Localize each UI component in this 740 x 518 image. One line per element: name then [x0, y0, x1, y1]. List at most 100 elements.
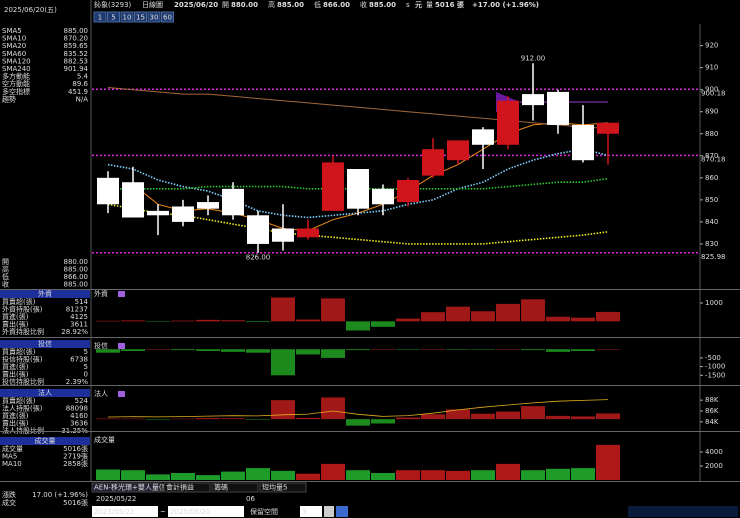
- date-input[interactable]: [92, 506, 158, 517]
- sidebar-date: 2025/06/20(五): [4, 6, 57, 14]
- bar: [546, 415, 570, 420]
- y-tick-label: 900: [705, 86, 718, 94]
- bar: [96, 349, 120, 353]
- bar: [571, 416, 595, 420]
- candle-body: [422, 149, 444, 176]
- bar: [521, 349, 545, 351]
- section-row-name: 賣出(張): [2, 370, 29, 379]
- field-name: 低: [314, 0, 321, 9]
- section-row-value: 88098: [66, 405, 88, 413]
- toolbar-icons[interactable]: [628, 506, 738, 517]
- bar: [321, 397, 345, 420]
- volume-bar: [571, 468, 595, 480]
- section-row-value: 514: [75, 298, 89, 306]
- field-name: 開: [222, 1, 229, 9]
- field-value: 5016 張: [435, 0, 465, 9]
- tab[interactable]: [91, 482, 163, 493]
- volume-bar: [96, 469, 120, 480]
- period-button[interactable]: [134, 11, 147, 23]
- section-row-value: 4125: [70, 313, 88, 321]
- tab[interactable]: [163, 482, 211, 493]
- ma-value: 882.53: [64, 57, 89, 65]
- bar: [546, 349, 570, 352]
- ma-name: SMA60: [2, 50, 26, 58]
- bar: [371, 321, 395, 327]
- bar: [596, 349, 620, 350]
- bar: [271, 400, 295, 420]
- section-row-name: 成交量: [2, 444, 23, 453]
- panel-icon[interactable]: [118, 343, 125, 349]
- section-row-value: 81237: [66, 306, 88, 314]
- bar: [346, 349, 370, 351]
- ma-line: [132, 122, 609, 232]
- period-button[interactable]: [161, 11, 174, 23]
- period-button-label: 30: [150, 14, 159, 22]
- quote-value: 885.00: [64, 266, 89, 274]
- period-button[interactable]: [93, 11, 107, 23]
- bar: [196, 319, 220, 322]
- section-header: [0, 340, 90, 348]
- ma-line: [107, 87, 609, 129]
- tab[interactable]: [211, 482, 259, 493]
- period-button-label: 15: [136, 14, 145, 22]
- bar: [121, 320, 145, 322]
- end-date: 2025/06/20: [170, 508, 210, 516]
- reserve-input[interactable]: [300, 506, 322, 517]
- section-row-name: 法人持股(張): [2, 404, 43, 413]
- y-tick-label: 860: [705, 174, 718, 182]
- quote-value: 885.00: [64, 281, 89, 289]
- candle-body: [372, 188, 394, 205]
- bar: [521, 299, 545, 322]
- period-button[interactable]: [107, 11, 120, 23]
- volume-bar: [196, 475, 220, 480]
- indicator-name: 趨勢: [2, 94, 16, 103]
- y-tick-label: 850: [705, 196, 718, 204]
- section-row-name: 買賣超(張): [2, 297, 36, 306]
- tab[interactable]: [259, 482, 307, 493]
- reserve-label: 保留空間: [250, 507, 278, 516]
- indicator-name: 多方動能: [2, 72, 30, 81]
- bar: [471, 349, 495, 350]
- section-title: 法人: [38, 388, 52, 397]
- footer-name: 成交: [2, 498, 16, 507]
- reserve-spinner[interactable]: [324, 506, 334, 517]
- section-title: 投信: [38, 339, 52, 348]
- panel-title: 成交量: [94, 435, 115, 444]
- period-button-label: 5: [111, 14, 115, 22]
- date-input[interactable]: [168, 506, 244, 517]
- y-tick-label: 1000: [705, 299, 723, 307]
- toolbar-button[interactable]: [336, 506, 348, 517]
- price-annotation: 826.00: [246, 254, 271, 262]
- field-value: 866.00: [323, 1, 350, 9]
- candle-body: [572, 124, 594, 161]
- y-tick-label: -1500: [705, 371, 725, 379]
- volume-bar: [546, 468, 570, 480]
- bar: [396, 318, 420, 322]
- panel-title: 法人: [94, 389, 108, 398]
- bar: [271, 297, 295, 322]
- panel-title: 外資: [94, 289, 108, 298]
- period-button[interactable]: [120, 11, 134, 23]
- panel-icon[interactable]: [118, 391, 125, 397]
- section-title: 成交量: [35, 436, 56, 445]
- bar: [596, 311, 620, 322]
- ma-value: 901.94: [64, 65, 89, 73]
- indicator-value: 89.6: [72, 80, 88, 88]
- volume-bar: [246, 468, 270, 480]
- bar: [296, 349, 320, 355]
- bar: [246, 321, 270, 323]
- volume-bar: [521, 470, 545, 480]
- quote-value: 866.00: [64, 273, 89, 281]
- period-button-label: 60: [163, 14, 172, 22]
- candle-body: [597, 122, 619, 134]
- quote-name: 低: [2, 272, 9, 281]
- bar: [446, 306, 470, 322]
- bar: [121, 349, 145, 351]
- level-label: 870.18: [701, 155, 726, 163]
- panel-icon[interactable]: [118, 291, 125, 297]
- candle-body: [122, 182, 144, 218]
- bar: [321, 349, 345, 358]
- ma-value: 885.00: [64, 27, 89, 35]
- period-button[interactable]: [147, 11, 161, 23]
- section-row-value: 28.92%: [61, 328, 88, 336]
